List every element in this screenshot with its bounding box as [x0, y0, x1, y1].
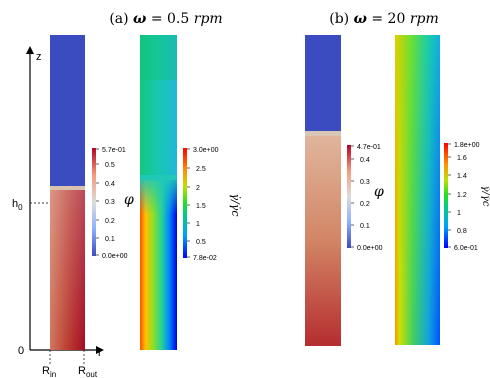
panel-a-shear-field: [140, 35, 177, 350]
shear-a-tick: 1: [196, 221, 200, 228]
z-axis-label: z: [36, 51, 42, 63]
zero-label: 0: [18, 345, 24, 357]
phi-a-tick: 5.7e-01: [102, 147, 126, 154]
shear-a-tick: 2.5: [196, 166, 206, 173]
phi-a-tick: 0.1: [105, 236, 115, 243]
phi-b-tick: 0.2: [360, 201, 370, 208]
shear-b-tick: 1.4: [457, 173, 467, 180]
panel-a-phi-field: [50, 35, 85, 350]
shear-a-label: γ̇/γ̇c: [229, 193, 242, 216]
h0-label: h0: [12, 198, 23, 212]
panel-b-phi-colorbar: 4.7e-01 0.4 0.3 0.2 0.1 0.0e+00 φ: [347, 144, 384, 252]
r-axis-label: r: [98, 347, 102, 359]
phi-b-tick: 0.3: [360, 179, 370, 186]
shear-b-tick: 1.6: [457, 155, 467, 162]
panel-b-title: (b) ω = 20 rpm: [329, 11, 439, 27]
phi-a-tick: 0.5: [105, 162, 115, 169]
shear-b-tick: 1.2: [457, 192, 467, 199]
shear-a-tick: 7.8e-02: [193, 255, 217, 262]
shear-a-tick: 3.0e+00: [193, 147, 219, 154]
phi-b-tick: 4.7e-01: [357, 144, 381, 151]
panel-a-title: (a) ω = 0.5 rpm: [109, 11, 222, 27]
phi-a-label: φ: [124, 192, 134, 208]
panel-b-shear-field: [395, 35, 440, 345]
panel-a-phi-colorbar: 5.7e-01 0.5 0.4 0.3 0.2 0.1 0.0e+00 φ: [92, 147, 134, 260]
rin-label: Rin: [42, 365, 56, 378]
phi-a-tick: 0.2: [105, 218, 115, 225]
shear-b-tick: 1: [457, 210, 461, 217]
shear-a-tick: 0.5: [196, 239, 206, 246]
phi-a-tick: 0.4: [105, 181, 115, 188]
phi-b-tick: 0.1: [360, 223, 370, 230]
rout-label: Rout: [78, 365, 98, 378]
shear-a-tick: 1.5: [196, 203, 206, 210]
phi-b-label: φ: [374, 184, 384, 200]
shear-b-tick: 1.8e+00: [454, 142, 480, 149]
panel-a-shear-colorbar: 3.0e+00 2.5 2 1.5 1 0.5 7.8e-02 γ̇/γ̇c: [183, 147, 242, 262]
shear-a-tick: 2: [196, 185, 200, 192]
shear-b-label: γ̇/γ̇c: [480, 186, 490, 207]
phi-a-tick: 0.3: [105, 199, 115, 206]
panel-b-shear-colorbar: 1.8e+00 1.6 1.4 1.2 1 0.8 6.0e-01 γ̇/γ̇c: [444, 142, 490, 252]
phi-b-tick: 0.4: [360, 157, 370, 164]
shear-b-tick: 6.0e-01: [454, 245, 478, 252]
phi-b-tick: 0.0e+00: [357, 245, 383, 252]
phi-a-tick: 0.0e+00: [102, 253, 128, 260]
shear-b-tick: 0.8: [457, 228, 467, 235]
panel-b-phi-field: [305, 35, 341, 346]
